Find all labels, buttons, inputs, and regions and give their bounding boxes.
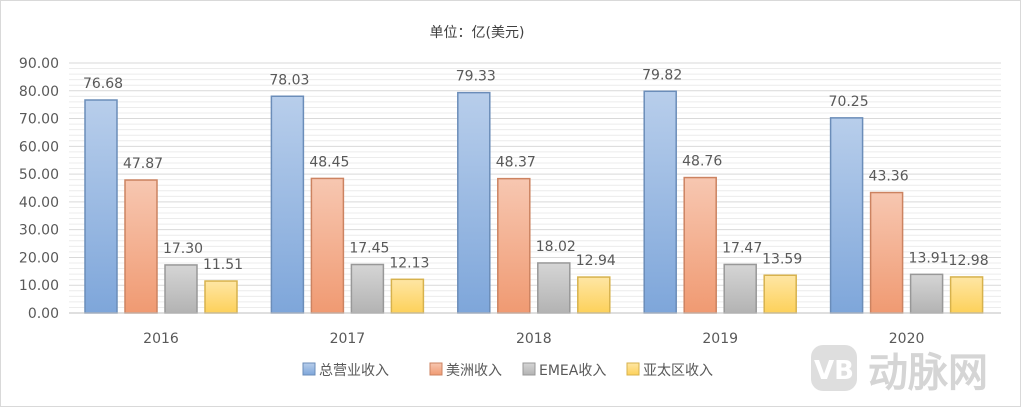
y-tick-label: 0.00 [28, 306, 59, 322]
data-label: 47.87 [123, 156, 163, 172]
x-tick-label: 2020 [889, 331, 925, 347]
legend-label: EMEA收入 [539, 363, 606, 379]
bar-总营业收入-2017 [270, 95, 305, 314]
legend-label: 亚太区收入 [643, 363, 713, 379]
data-label: 79.33 [456, 69, 496, 85]
chart-title: 单位：亿(美元) [430, 25, 525, 41]
data-label: 11.51 [203, 257, 243, 273]
bar-美洲收入-2020 [869, 191, 904, 314]
data-label: 43.36 [869, 169, 909, 185]
bar-美洲收入-2019 [683, 176, 717, 314]
y-tick-label: 20.00 [19, 250, 59, 266]
y-tick-label: 60.00 [19, 139, 59, 155]
legend-swatch [626, 362, 640, 376]
y-tick-label: 30.00 [19, 223, 59, 239]
data-label: 18.02 [536, 239, 576, 255]
legend-swatch [429, 362, 443, 376]
bar-EMEA收入-2020 [909, 273, 944, 314]
data-label: 17.30 [163, 241, 203, 257]
data-label: 12.13 [389, 255, 429, 271]
y-tick-label: 40.00 [19, 195, 59, 211]
y-tick-label: 50.00 [19, 167, 59, 183]
x-tick-label: 2019 [702, 331, 738, 347]
bar-亚太区收入-2016 [204, 280, 238, 314]
data-label: 13.91 [909, 250, 949, 266]
axes: 0.00 10.00 20.00 30.00 40.00 50.00 60.00 70.00 8… [19, 56, 1001, 347]
bar-美洲收入-2018 [497, 177, 531, 314]
data-label: 48.76 [682, 154, 722, 170]
bar-总营业收入-2018 [457, 91, 491, 314]
y-tick-label: 10.00 [19, 278, 59, 294]
bar-亚太区收入-2017 [390, 278, 425, 314]
bar-EMEA收入-2018 [537, 262, 571, 314]
data-label: 76.68 [83, 76, 123, 92]
watermark-logo-text: VB [814, 356, 854, 386]
legend-label: 总营业收入 [319, 363, 389, 379]
x-tick-label: 2016 [143, 331, 179, 347]
data-label: 12.94 [576, 253, 616, 269]
legend: 总营业收入 美洲收入 EMEA收入 亚太区收入 [302, 362, 713, 379]
data-label: 79.82 [642, 67, 682, 83]
bar-亚太区收入-2019 [763, 274, 797, 314]
data-label: 48.45 [309, 154, 349, 170]
y-tick-label: 70.00 [19, 112, 59, 128]
x-tick-label: 2017 [330, 331, 366, 347]
y-tick-label: 80.00 [19, 84, 59, 100]
bar-总营业收入-2019 [643, 90, 677, 314]
bar-亚太区收入-2020 [949, 276, 984, 314]
bar-总营业收入-2020 [829, 117, 864, 314]
data-label: 13.59 [762, 251, 802, 267]
watermark-logo-icon [811, 345, 857, 391]
bar-美洲收入-2017 [310, 177, 345, 314]
data-label: 17.47 [722, 240, 762, 256]
legend-label: 美洲收入 [446, 363, 502, 379]
bar-EMEA收入-2016 [164, 264, 198, 314]
bar-美洲收入-2016 [124, 179, 158, 314]
legend-swatch [522, 362, 536, 376]
data-label: 78.03 [269, 72, 309, 88]
bar-亚太区收入-2018 [577, 276, 611, 314]
y-tick-label: 90.00 [19, 56, 59, 72]
watermark: VB 动脉网 [811, 345, 988, 396]
data-label: 17.45 [349, 241, 389, 257]
bar-EMEA收入-2017 [350, 263, 385, 314]
data-label: 12.98 [949, 253, 989, 269]
legend-swatch [302, 362, 316, 376]
data-label: 70.25 [829, 94, 869, 110]
bar-总营业收入-2016 [84, 99, 118, 314]
watermark-text: 动脉网 [868, 350, 988, 396]
bar-EMEA收入-2019 [723, 263, 757, 314]
data-label: 48.37 [496, 155, 536, 171]
x-tick-label: 2018 [516, 331, 552, 347]
